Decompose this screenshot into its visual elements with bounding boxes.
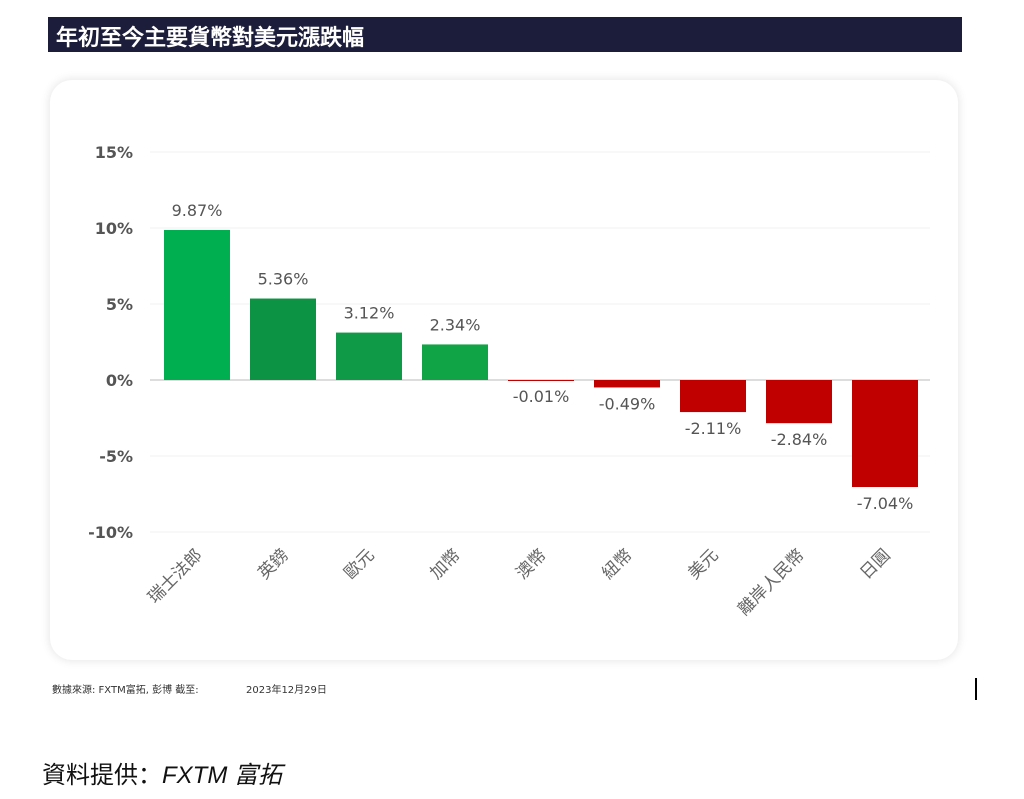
bar — [680, 380, 746, 413]
bar — [336, 332, 402, 380]
x-tick-label: 日圓 — [856, 545, 894, 583]
title-bar: 年初至今主要貨幣對美元漲跌幅 — [48, 17, 962, 52]
value-label: -7.04% — [857, 494, 914, 513]
bar — [508, 380, 574, 381]
text-cursor — [975, 678, 977, 700]
x-tick-label: 英鎊 — [254, 545, 292, 583]
value-label: 3.12% — [344, 304, 395, 323]
x-tick-label: 加幣 — [426, 545, 464, 583]
bar — [164, 229, 230, 380]
x-tick-label: 澳幣 — [512, 545, 550, 583]
x-tick-label: 歐元 — [340, 545, 378, 583]
source-note: 數據來源: FXTM富拓, 彭博 截至: — [52, 685, 199, 696]
x-tick-label: 瑞士法郎 — [144, 545, 206, 607]
value-label: -2.11% — [685, 419, 742, 438]
caption-value: FXTM 富拓 — [162, 762, 282, 789]
caption: 資料提供：FXTM 富拓 — [42, 755, 282, 790]
value-label: 5.36% — [258, 270, 309, 289]
y-tick-label: -5% — [99, 447, 133, 466]
bar — [766, 380, 832, 424]
x-tick-label: 紐幣 — [598, 545, 636, 583]
x-tick-label: 美元 — [684, 545, 722, 583]
value-label: -2.84% — [771, 430, 828, 449]
y-tick-label: 15% — [95, 143, 133, 162]
y-tick-label: 10% — [95, 219, 133, 238]
x-tick-label: 離岸人民幣 — [734, 545, 808, 619]
chart: -10% -5% 0% 5% 10% 15% 瑞士法郎 9.87% 英鎊 5.36% 歐元 3.12%… — [88, 143, 930, 620]
value-label: -0.49% — [599, 394, 656, 413]
value-label: -0.01% — [513, 387, 570, 406]
bar — [852, 380, 918, 488]
y-tick-label: 5% — [106, 295, 133, 314]
y-tick-label: 0% — [106, 371, 133, 390]
y-tick-label: -10% — [88, 523, 133, 542]
caption-label: 資料提供： — [42, 761, 162, 789]
value-label: 2.34% — [430, 315, 481, 334]
value-label: 9.87% — [172, 201, 223, 220]
chart-title: 年初至今主要貨幣對美元漲跌幅 — [56, 26, 365, 51]
bar — [250, 298, 316, 380]
bar — [422, 344, 488, 380]
bar — [594, 380, 660, 388]
date-note: 2023年12月29日 — [246, 685, 327, 696]
